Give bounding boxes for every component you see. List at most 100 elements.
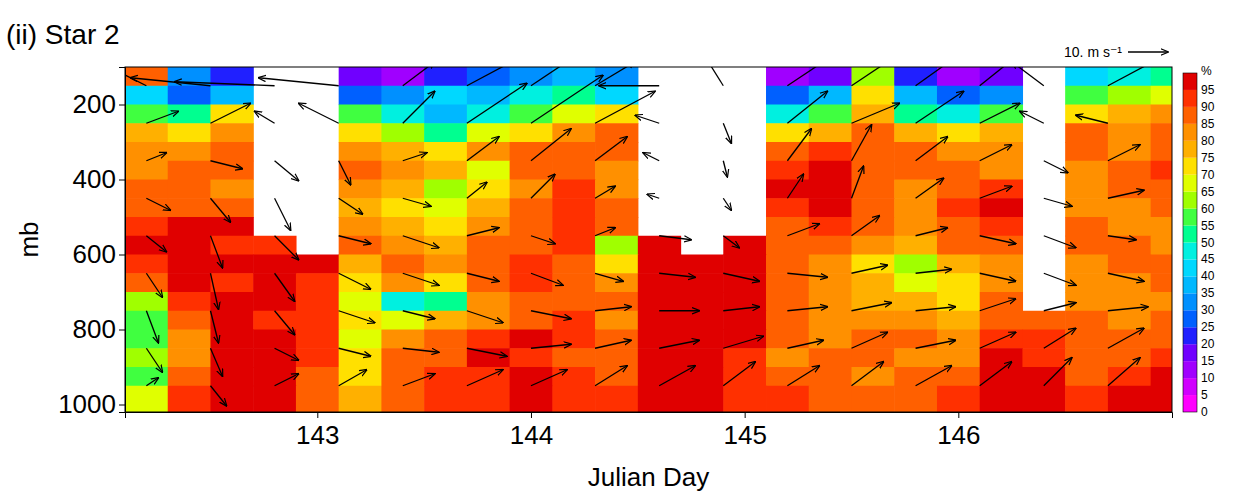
rh-cell [210, 161, 253, 180]
rh-cell [1065, 330, 1108, 349]
wind-vector [1020, 111, 1044, 123]
rh-cell [595, 86, 638, 105]
wind-vector [916, 269, 952, 273]
plot-frame [125, 67, 1172, 412]
rh-cell [1151, 123, 1172, 142]
rh-cell [638, 311, 681, 330]
wind-vector [659, 310, 699, 311]
wind-vector [1108, 358, 1140, 386]
rh-cell [723, 330, 766, 349]
rh-cell [210, 386, 253, 412]
rh-cell [552, 255, 595, 274]
y-axis-line [119, 68, 126, 413]
rh-cell [851, 123, 894, 142]
rh-cell [381, 292, 424, 311]
wind-vector [595, 186, 615, 198]
rh-cell [980, 292, 1023, 311]
rh-cell [168, 161, 211, 180]
rh-cell [467, 86, 510, 105]
rh-cell [595, 273, 638, 292]
rh-cell [1065, 386, 1108, 412]
rh-cell [851, 311, 894, 330]
colorbar-swatch [1183, 378, 1197, 395]
x-axis-line [126, 413, 1173, 419]
colorbar-swatch [1183, 395, 1197, 412]
colorbar-tick-label: 10 [1201, 371, 1215, 385]
plot-background [125, 67, 1172, 412]
rh-cell [894, 348, 937, 367]
rh-cell [424, 198, 467, 217]
rh-cell [766, 311, 809, 330]
rh-cell [766, 180, 809, 199]
wind-vector [403, 311, 435, 319]
wind-vector [723, 123, 731, 143]
rh-cell [1108, 67, 1151, 86]
rh-cell [851, 330, 894, 349]
rh-cell [809, 348, 852, 367]
colorbar-tick-label: 95 [1201, 83, 1215, 97]
rh-cell [980, 348, 1023, 367]
rh-cell [681, 292, 724, 311]
rh-cell [210, 86, 253, 105]
wind-vector [531, 75, 603, 123]
rh-cell [723, 386, 766, 412]
rh-cell [552, 67, 595, 86]
rh-cell [510, 198, 553, 217]
rh-cell [851, 161, 894, 180]
wind-vector [787, 129, 811, 161]
rh-cell [1151, 161, 1172, 180]
wind-vector [980, 103, 1020, 123]
wind-vector [210, 386, 226, 406]
rh-cell [424, 180, 467, 199]
wind-vector [787, 91, 827, 123]
rh-cell [894, 86, 937, 105]
rh-cell [467, 217, 510, 236]
y-tick: 800 [73, 314, 125, 344]
rh-cell [595, 161, 638, 180]
x-tick-mark [531, 412, 532, 418]
wind-vector [980, 332, 1016, 348]
rh-cell [467, 67, 510, 86]
rh-cell [894, 198, 937, 217]
rh-cell [210, 311, 253, 330]
wind-vector [531, 370, 567, 386]
wind-vector [1076, 115, 1108, 123]
rh-cell [552, 311, 595, 330]
rh-cell [253, 236, 296, 255]
rh-cell [168, 123, 211, 142]
rh-cell [1108, 86, 1151, 105]
rh-cell [809, 86, 852, 105]
rh-cell [1151, 255, 1172, 274]
colorbar-swatch [1183, 293, 1197, 310]
rh-cell [339, 123, 382, 142]
rh-cell [125, 161, 168, 180]
rh-cell [937, 67, 980, 86]
rh-cell [424, 292, 467, 311]
rh-cell [510, 367, 553, 386]
rh-cell [296, 348, 339, 367]
wind-vector [916, 67, 972, 86]
rh-cell [125, 67, 168, 86]
rh-cell [595, 386, 638, 412]
rh-cell [125, 311, 168, 330]
y-tick: 400 [73, 164, 125, 194]
wind-vector [851, 166, 863, 198]
y-tick-label: 600 [73, 239, 116, 269]
rh-cell [766, 142, 809, 161]
rh-cell [894, 161, 937, 180]
colorbar-label: % [1201, 64, 1212, 78]
rh-cell [937, 105, 980, 124]
x-tick-label: 145 [723, 420, 766, 450]
wind-vector [210, 311, 218, 343]
rh-cell [766, 198, 809, 217]
wind-vector [916, 307, 956, 311]
colorbar-tick-label: 30 [1201, 303, 1215, 317]
rh-cell [381, 330, 424, 349]
wind-vector [403, 236, 439, 248]
wind-vector [531, 236, 555, 244]
y-tick-mark [119, 255, 125, 256]
rh-cell [809, 236, 852, 255]
colorbar-tick-label: 75 [1201, 151, 1215, 165]
rh-cell [766, 330, 809, 349]
colorbar-swatch [1183, 226, 1197, 243]
